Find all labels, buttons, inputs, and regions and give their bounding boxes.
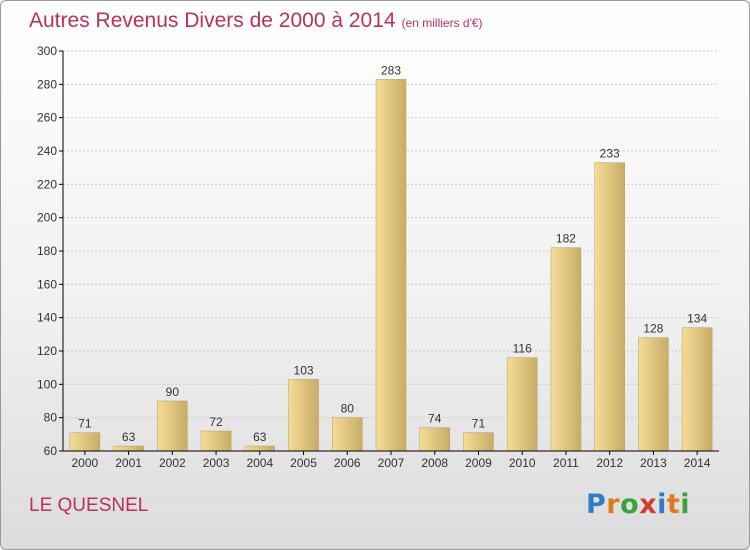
x-tick-label: 2014 — [684, 456, 711, 470]
data-label: 103 — [294, 363, 314, 377]
data-label: 233 — [600, 147, 620, 161]
y-tick-label: 220 — [37, 177, 57, 191]
y-tick-label: 280 — [37, 77, 57, 91]
bar — [200, 430, 232, 452]
y-tick-label: 100 — [37, 377, 57, 391]
y-tick-label: 140 — [37, 311, 57, 325]
y-tick-label: 160 — [37, 277, 57, 291]
x-tick-label: 2008 — [421, 456, 448, 470]
data-label: 90 — [166, 385, 180, 399]
x-tick-label: 2010 — [509, 456, 536, 470]
bar — [638, 337, 669, 452]
x-tick-label: 2007 — [378, 456, 405, 470]
data-label: 128 — [643, 322, 663, 336]
data-label: 71 — [472, 417, 486, 431]
x-tick-label: 2003 — [203, 456, 230, 470]
data-label: 182 — [556, 232, 576, 246]
data-label: 63 — [122, 430, 136, 444]
proxiti-logo: Proxiti — [586, 489, 690, 520]
logo-letter: t — [666, 489, 681, 520]
chart-unit: (en milliers d'€) — [401, 16, 483, 30]
logo-letter: x — [639, 489, 658, 520]
data-label: 71 — [78, 417, 92, 431]
labels: 60 80 100 120 140 160 180 200 220 240 260 280 300 71 2… — [37, 44, 711, 470]
x-tick-label: 2006 — [334, 456, 361, 470]
x-tick-label: 2011 — [553, 456, 579, 470]
y-tick-label: 180 — [37, 244, 57, 258]
y-tick-label: 120 — [37, 344, 57, 358]
bar — [419, 427, 450, 452]
data-label: 80 — [341, 402, 355, 416]
chart-title-text: Autres Revenus Divers de 2000 à 2014 — [29, 9, 396, 32]
bar — [332, 417, 363, 452]
y-tick-label: 80 — [44, 411, 58, 425]
bar — [288, 379, 319, 452]
y-tick-label: 60 — [44, 444, 58, 458]
x-tick-label: 2009 — [465, 456, 492, 470]
logo-letter: P — [586, 489, 607, 520]
chart-title: Autres Revenus Divers de 2000 à 2014 (en … — [29, 9, 483, 33]
bar — [375, 79, 407, 452]
logo-letter: i — [680, 489, 691, 520]
data-label: 116 — [513, 342, 532, 356]
axes — [59, 50, 719, 455]
bars — [69, 79, 713, 452]
x-tick-label: 2012 — [596, 456, 623, 470]
x-tick-label: 2004 — [246, 456, 273, 470]
logo-letter: i — [657, 489, 667, 520]
bar — [113, 445, 144, 452]
bar — [681, 327, 713, 452]
y-tick-label: 240 — [37, 144, 57, 158]
x-tick-label: 2000 — [72, 456, 99, 470]
bar — [69, 432, 101, 452]
data-label: 134 — [687, 312, 707, 326]
x-tick-label: 2005 — [290, 456, 317, 470]
x-tick-label: 2013 — [640, 456, 667, 470]
bar — [157, 400, 188, 452]
y-tick-label: 260 — [37, 111, 57, 125]
data-label: 72 — [209, 415, 223, 429]
x-tick-label: 2002 — [159, 456, 186, 470]
place-name: LE QUESNEL — [29, 495, 149, 516]
x-tick-label: 2001 — [115, 456, 142, 470]
bar — [550, 247, 582, 452]
bar — [594, 162, 625, 452]
y-tick-label: 300 — [37, 44, 57, 58]
bar — [463, 432, 494, 452]
bar — [244, 445, 276, 452]
data-label: 283 — [381, 63, 401, 77]
logo-letter: o — [620, 489, 640, 520]
data-label: 63 — [253, 430, 267, 444]
logo-letter: r — [606, 489, 621, 520]
data-label: 74 — [428, 412, 442, 426]
bar — [506, 357, 538, 452]
y-tick-label: 200 — [37, 211, 57, 225]
